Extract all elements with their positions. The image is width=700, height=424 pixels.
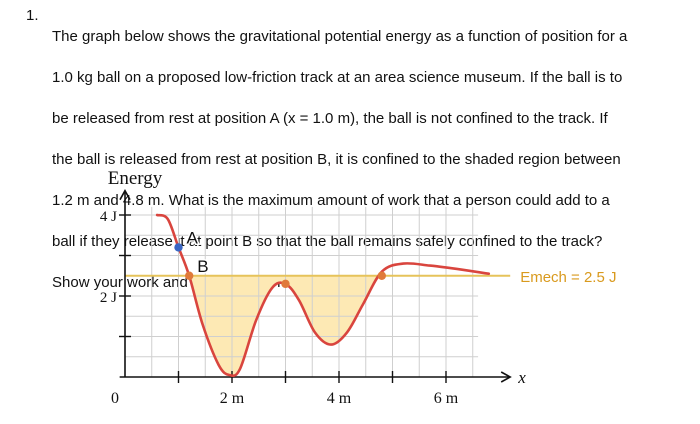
x-tick-label: 2 m [220, 390, 245, 407]
problem-line: ball if they release it at point B so th… [52, 232, 603, 250]
data-point [185, 271, 194, 280]
x-axis-label: x [517, 368, 526, 387]
x-axis-arrow [500, 371, 512, 383]
problem-number: 1. [26, 7, 39, 24]
emech-label: Emech = 2.5 J [520, 269, 616, 286]
problem-block: 1. The graph below shows the gravitation… [26, 6, 692, 314]
x-tick-label: 0 [111, 390, 119, 407]
point-label: B [197, 257, 208, 276]
y-axis-arrow [119, 189, 131, 201]
problem-line: 1.2 m and 4.8 m. What is the maximum amo… [52, 191, 610, 209]
problem-line: 1.0 kg ball on a proposed low-friction t… [52, 68, 623, 86]
data-point [281, 279, 290, 289]
y-axis-label: Energy [108, 168, 163, 189]
problem-text: The graph below shows the gravitational … [52, 6, 692, 314]
problem-line: the ball is released from rest at positi… [52, 150, 621, 168]
problem-line: be released from rest at position A (x =… [52, 109, 608, 127]
problem-line: The graph below shows the gravitational … [52, 27, 628, 45]
label-layer: 0 2 m 4 m 6 m 2 J 4 J Energy x Emech = 2.5 J AB [100, 168, 617, 407]
x-tick-label: 6 m [434, 390, 459, 407]
y-tick-label: 4 J [100, 209, 117, 225]
data-point [377, 271, 386, 280]
axis-layer [119, 189, 512, 383]
x-tick-label: 4 m [327, 390, 352, 407]
point-layer [174, 243, 386, 289]
shaded-region [189, 271, 382, 376]
shaded-region-layer [189, 271, 382, 376]
y-tick-label: 2 J [100, 290, 117, 306]
point-label: A [187, 228, 199, 247]
data-point [174, 243, 183, 252]
